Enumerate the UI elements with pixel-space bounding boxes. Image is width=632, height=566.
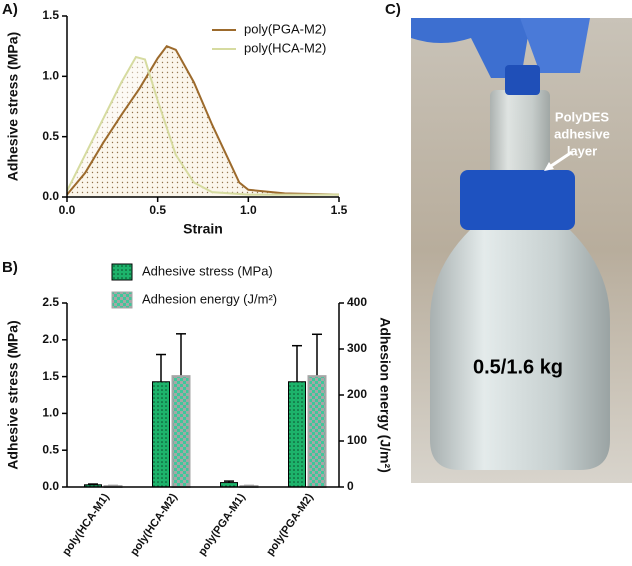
legend-swatch <box>111 263 133 281</box>
legend-label: poly(HCA-M2) <box>244 40 326 55</box>
small-bottle <box>490 90 550 180</box>
y-tick-label: 0.0 <box>42 479 59 493</box>
bar <box>307 375 327 489</box>
y2-axis-title: Adhesion energy (J/m²) <box>377 317 393 473</box>
panel-label: A) <box>2 1 18 18</box>
y2-tick-label: 400 <box>347 295 367 309</box>
y-tick-label: 0.5 <box>42 442 59 456</box>
y-axis-title: Adhesive stress (MPa) <box>5 32 21 181</box>
bar <box>152 381 170 488</box>
annotation: PolyDES <box>555 109 610 124</box>
x-tick-label: 1.0 <box>240 203 257 217</box>
large-cap <box>460 170 575 230</box>
arrow-head <box>544 162 554 171</box>
series-line <box>66 44 340 196</box>
y-axis-title: Adhesive stress (MPa) <box>5 320 21 469</box>
arrow <box>547 150 573 170</box>
x-tick-label: poly(PGA-M2) <box>264 491 316 558</box>
y2-tick-label: 300 <box>347 341 367 355</box>
legend-label: Adhesion energy (J/m²) <box>142 291 277 306</box>
panel-label: B) <box>2 259 18 276</box>
legend-label: Adhesive stress (MPa) <box>142 263 273 278</box>
annotation: layer <box>567 143 597 158</box>
bar <box>171 375 191 489</box>
y-tick-label: 2.0 <box>42 332 59 346</box>
y2-tick-label: 0 <box>347 479 354 493</box>
weight-label: 0.5/1.6 kg <box>473 356 563 378</box>
small-cap <box>505 65 540 95</box>
y-tick-label: 2.5 <box>42 295 59 309</box>
y2-tick-label: 200 <box>347 387 367 401</box>
y-tick-label: 1.5 <box>42 8 59 22</box>
large-bottle <box>430 230 610 470</box>
x-tick-label: poly(HCA-M2) <box>128 491 180 558</box>
x-tick-label: poly(HCA-M1) <box>60 491 112 558</box>
legend-swatch <box>111 291 133 309</box>
x-tick-label: 0.0 <box>59 203 76 217</box>
series-line <box>66 55 339 196</box>
x-tick-label: poly(PGA-M1) <box>196 491 248 558</box>
legend-label: poly(PGA-M2) <box>244 21 326 36</box>
glove <box>520 18 590 73</box>
annotation: adhesive <box>554 126 610 141</box>
y-tick-label: 1.5 <box>42 369 59 383</box>
y-tick-label: 1.0 <box>42 69 59 83</box>
x-tick-label: 0.5 <box>149 203 166 217</box>
y-tick-label: 0.0 <box>42 189 59 203</box>
glove <box>411 18 531 78</box>
x-axis-title: Strain <box>183 221 223 237</box>
photo: C) PolyDES adhesive layer 0.5/1.6 kg <box>385 1 632 483</box>
y-tick-label: 0.5 <box>42 129 59 143</box>
y-tick-label: 1.0 <box>42 406 59 420</box>
area <box>67 57 339 197</box>
x-tick-label: 1.5 <box>331 203 348 217</box>
y2-tick-label: 100 <box>347 433 367 447</box>
bar <box>288 381 306 488</box>
panel-label: C) <box>385 1 401 18</box>
